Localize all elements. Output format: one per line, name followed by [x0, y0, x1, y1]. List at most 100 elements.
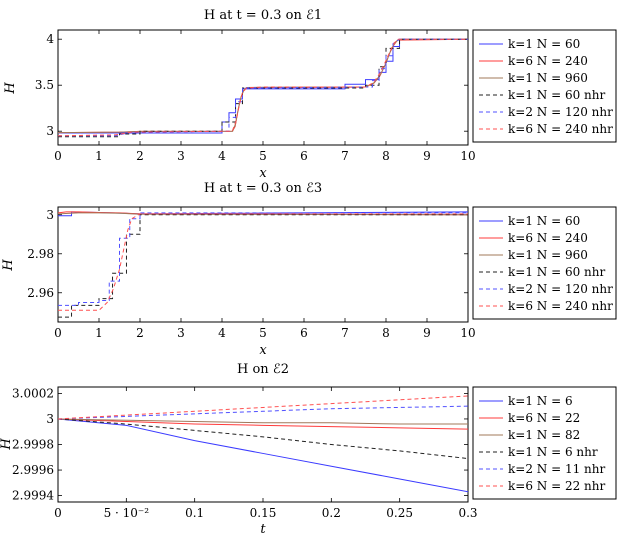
series-line — [58, 213, 468, 311]
series-line — [58, 405, 468, 420]
y-tick-label: 2.96 — [27, 286, 54, 300]
x-tick-label: 0.1 — [185, 506, 204, 520]
legend-label: k=1 N = 60 — [508, 214, 580, 228]
y-axis-label: H — [3, 82, 18, 95]
y-tick-label: 2.9996 — [12, 463, 54, 477]
x-tick-label: 8 — [382, 149, 390, 163]
legend: k=1 N = 60 k=6 N = 240 k=1 N = 960 k=1 N = … — [472, 29, 617, 143]
y-tick-label: 3 — [46, 412, 54, 426]
y-tick-label: 2.9998 — [12, 438, 54, 452]
series-lines — [58, 395, 468, 493]
x-tick-label: 8 — [382, 326, 390, 340]
x-tick-label: 2 — [136, 326, 144, 340]
x-tick-label: 1 — [95, 149, 103, 163]
legend-label: k=6 N = 22 — [508, 411, 580, 425]
legend-label: k=1 N = 60 nhr — [508, 88, 606, 102]
chart-title: H at t = 0.3 on ℰ1 — [204, 8, 322, 23]
x-tick-label: 5 — [259, 326, 267, 340]
series-line — [58, 418, 468, 425]
series-line — [58, 395, 468, 420]
y-tick-label: 3.0002 — [12, 386, 54, 400]
legend-box — [472, 206, 617, 320]
legend-box — [472, 29, 617, 143]
x-tick-label: 0 — [54, 506, 62, 520]
x-ticks: 0 1 2 3 4 5 6 7 8 9 10 — [54, 207, 476, 340]
x-tick-label: 0.15 — [250, 506, 277, 520]
legend: k=1 N = 6 k=6 N = 22 k=1 N = 82 k=1 N = 6 n… — [472, 386, 617, 500]
x-tick-label: 9 — [423, 149, 431, 163]
legend-label: k=6 N = 22 nhr — [508, 479, 606, 493]
y-tick-label: 2.98 — [27, 247, 54, 261]
legend-box — [472, 386, 617, 500]
panel-e1: H at t = 0.3 on ℰ1 0 1 2 3 4 5 6 7 8 9 10 33.54 x … — [3, 8, 617, 181]
x-axis-label: t — [260, 522, 266, 537]
series-line — [58, 418, 468, 493]
legend: k=1 N = 60 k=6 N = 240 k=1 N = 960 k=1 N = … — [472, 206, 617, 320]
plot-frame — [57, 386, 469, 503]
y-tick-label: 4 — [46, 32, 54, 46]
series-line — [58, 38, 468, 134]
x-tick-label: 10 — [460, 149, 475, 163]
legend-label: k=1 N = 60 nhr — [508, 265, 606, 279]
legend-label: k=6 N = 240 nhr — [508, 122, 613, 136]
x-tick-label: 3 — [177, 326, 185, 340]
series-line — [58, 38, 468, 134]
x-tick-label: 4 — [218, 326, 226, 340]
y-axis-label: H — [1, 259, 16, 272]
y-tick-label: 3.5 — [35, 78, 54, 92]
x-axis-label: x — [259, 166, 267, 181]
x-tick-label: 4 — [218, 149, 226, 163]
x-ticks: 0 5 · 10⁻² 0.1 0.15 0.2 0.25 0.3 — [54, 387, 478, 520]
x-tick-label: 0.2 — [322, 506, 341, 520]
legend-label: k=1 N = 60 — [508, 37, 580, 51]
series-line — [58, 214, 468, 318]
legend-label: k=2 N = 120 nhr — [508, 282, 613, 296]
series-line — [58, 38, 468, 134]
y-ticks: 2.96 2.98 3 — [27, 208, 468, 300]
x-tick-label: 7 — [341, 149, 349, 163]
series-lines — [58, 38, 468, 138]
legend-label: k=1 N = 6 — [508, 394, 573, 408]
chart-title: H on ℰ2 — [237, 362, 289, 377]
legend-label: k=1 N = 960 — [508, 248, 588, 262]
x-tick-label: 0 — [54, 149, 62, 163]
x-tick-label: 0.25 — [386, 506, 413, 520]
series-line — [58, 212, 468, 306]
x-tick-label: 5 — [259, 149, 267, 163]
panel-e2: H on ℰ2 0 5 · 10⁻² 0.1 0.15 0.2 0.25 0.3 2.999… — [0, 362, 617, 537]
x-tick-label: 6 — [300, 149, 308, 163]
series-line — [58, 418, 468, 430]
series-line — [58, 418, 468, 460]
y-tick-label: 2.9994 — [12, 489, 54, 503]
y-ticks: 33.54 — [35, 32, 468, 138]
x-tick-label: 2 — [136, 149, 144, 163]
legend-label: k=2 N = 11 nhr — [508, 462, 606, 476]
legend-label: k=6 N = 240 — [508, 231, 588, 245]
x-tick-label: 0.3 — [458, 506, 477, 520]
legend-label: k=1 N = 82 — [508, 428, 580, 442]
legend-label: k=1 N = 6 nhr — [508, 445, 598, 459]
x-tick-label: 7 — [341, 326, 349, 340]
x-tick-label: 3 — [177, 149, 185, 163]
legend-label: k=6 N = 240 nhr — [508, 299, 613, 313]
y-axis-label: H — [0, 438, 14, 451]
series-lines — [58, 211, 468, 318]
legend-label: k=1 N = 960 — [508, 71, 588, 85]
x-tick-label: 10 — [460, 326, 475, 340]
x-tick-label: 0 — [54, 326, 62, 340]
y-ticks: 2.9994 2.9996 2.9998 3 3.0002 — [12, 386, 468, 503]
x-tick-label: 6 — [300, 326, 308, 340]
series-line — [58, 38, 468, 137]
y-tick-label: 3 — [46, 124, 54, 138]
x-axis-label: x — [259, 343, 267, 358]
legend-label: k=6 N = 240 — [508, 54, 588, 68]
series-line — [58, 38, 468, 137]
y-tick-label: 3 — [46, 208, 54, 222]
x-tick-label: 5 · 10⁻² — [104, 506, 150, 520]
chart-title: H at t = 0.3 on ℰ3 — [204, 181, 322, 196]
plot-frame — [57, 206, 469, 323]
x-ticks: 0 1 2 3 4 5 6 7 8 9 10 — [54, 30, 476, 163]
x-tick-label: 1 — [95, 326, 103, 340]
legend-label: k=2 N = 120 nhr — [508, 105, 613, 119]
